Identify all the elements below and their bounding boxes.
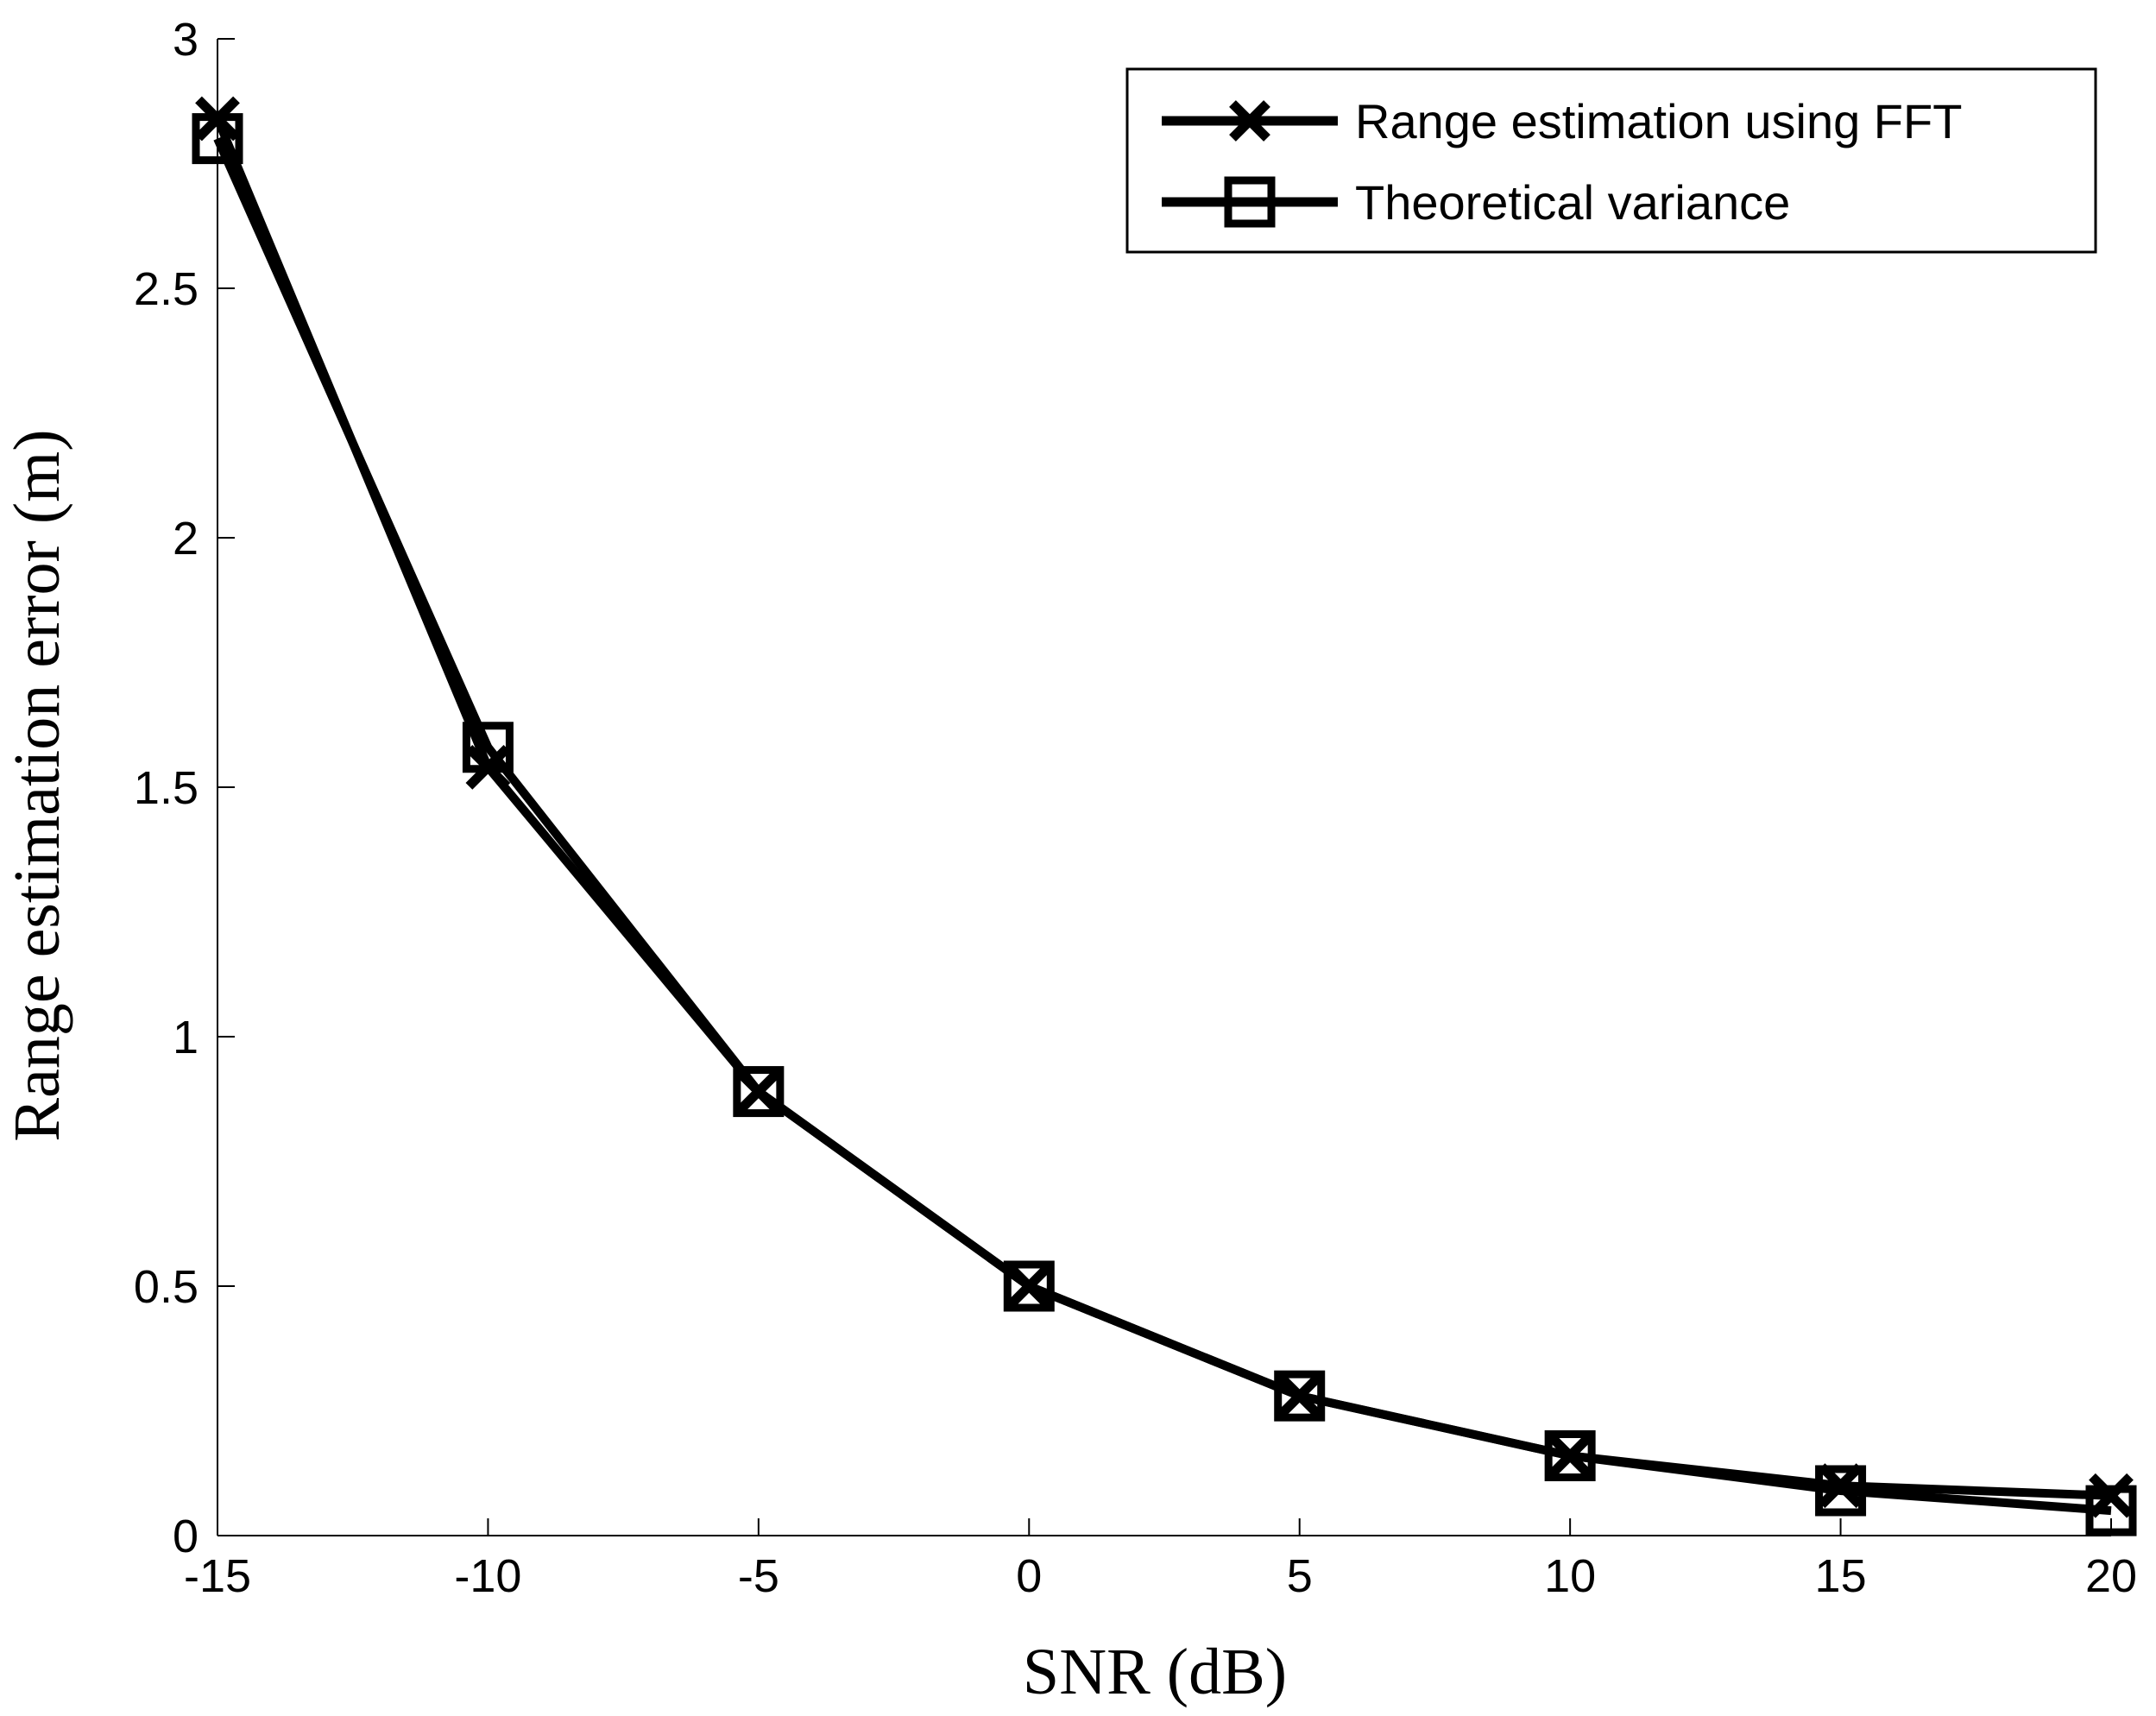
data-point-x-marker [1818, 1463, 1863, 1509]
legend-label-fft: Range estimation using FFT [1355, 94, 1962, 148]
data-point-x-marker [1006, 1264, 1052, 1309]
data-point-square-marker [462, 722, 514, 773]
legend: Range estimation using FFT Theoretical v… [1125, 67, 2097, 254]
series-lines [213, 117, 2112, 1516]
y-tick-label: 2.5 [134, 263, 199, 315]
data-point-square-marker [1815, 1465, 1867, 1517]
data-point-x-marker [1548, 1433, 1593, 1479]
data-point-square-marker [2085, 1485, 2137, 1536]
data-point-square-marker [1274, 1370, 1326, 1422]
data-point-square-marker [733, 1066, 785, 1118]
x-axis-title: SNR (dB) [1023, 1636, 1287, 1708]
y-tick-label: 1.5 [134, 762, 199, 814]
x-tick-label: 15 [1815, 1550, 1867, 1602]
data-point-square-marker [1544, 1430, 1596, 1482]
data-point-x-marker [2089, 1473, 2134, 1518]
legend-label-theoretical: Theoretical variance [1355, 175, 1790, 230]
y-tick-label: 1 [173, 1012, 199, 1063]
x-tick-label: -15 [184, 1550, 251, 1602]
x-tick-label: 0 [1016, 1550, 1042, 1602]
x-tick-label: 5 [1287, 1550, 1313, 1602]
series-line-theoretical [213, 136, 2112, 1516]
y-axis-ticks: 0 0.5 1 1.5 2 2.5 3 [134, 14, 235, 1562]
y-tick-label: 2 [173, 513, 199, 565]
series-line-fft [213, 117, 2112, 1500]
x-tick-label: -10 [454, 1550, 521, 1602]
x-tick-label: 10 [1544, 1550, 1596, 1602]
legend-box [1125, 67, 2097, 254]
data-point-square-marker [192, 113, 243, 165]
y-tick-label: 3 [173, 14, 199, 66]
y-tick-label: 0 [173, 1511, 199, 1562]
legend-marker-square-icon [1224, 176, 1276, 228]
data-point-x-marker [1277, 1373, 1322, 1419]
x-tick-label: -5 [738, 1550, 779, 1602]
x-axis-ticks: -15 -10 -5 0 5 10 15 20 [184, 1518, 2137, 1602]
legend-marker-x-icon [1229, 100, 1270, 142]
data-point-x-marker [735, 1069, 781, 1114]
y-axis-title: Range estimation error (m) [1, 429, 73, 1141]
series-markers [192, 96, 2137, 1536]
y-tick-label: 0.5 [134, 1261, 199, 1313]
data-point-square-marker [1003, 1260, 1055, 1312]
x-tick-label: 20 [2085, 1550, 2137, 1602]
